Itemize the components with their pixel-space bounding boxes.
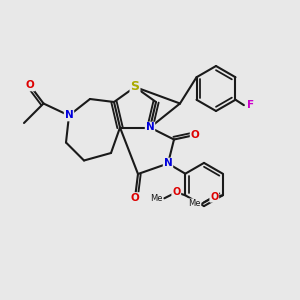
Text: Me: Me [188,199,201,208]
Text: S: S [130,80,140,94]
Text: O: O [26,80,34,91]
Text: F: F [247,100,254,110]
Text: O: O [190,130,200,140]
Text: N: N [146,122,154,133]
Text: O: O [210,192,218,202]
Text: O: O [130,193,140,203]
Text: Me: Me [150,194,163,203]
Text: N: N [164,158,172,169]
Text: N: N [64,110,74,121]
Text: O: O [172,187,180,197]
